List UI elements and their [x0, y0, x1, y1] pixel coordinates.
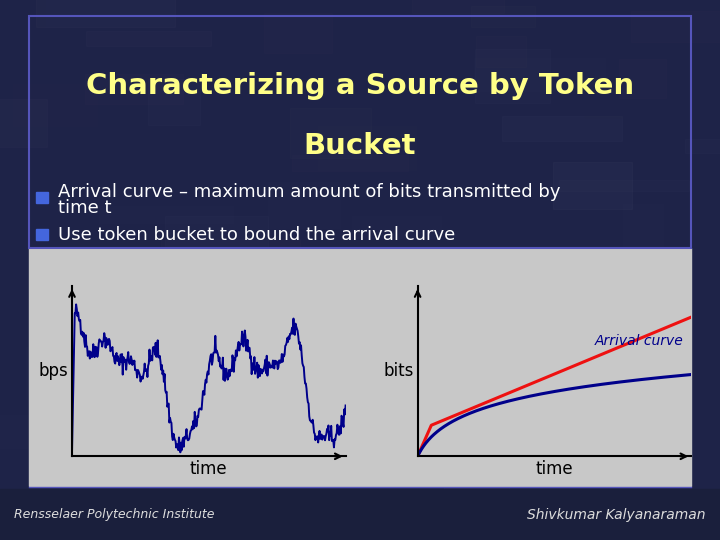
Bar [202, 291, 333, 316]
Bar [84, 74, 184, 104]
Bar [410, 185, 527, 199]
Bar [149, 428, 230, 440]
Bar [36, 192, 48, 202]
Text: Shivkumar Kalyanaraman: Shivkumar Kalyanaraman [527, 508, 706, 522]
X-axis label: time: time [536, 461, 573, 478]
Text: Arrival curve – maximum amount of bits transmitted by: Arrival curve – maximum amount of bits t… [58, 183, 560, 201]
Bar [331, 55, 417, 70]
Bar [503, 219, 549, 234]
Bar [553, 162, 632, 209]
Text: Use token bucket to bound the arrival curve: Use token bucket to bound the arrival cu… [58, 226, 455, 244]
Bar [585, 68, 701, 117]
Bar [177, 441, 294, 476]
Bar [502, 116, 622, 141]
Bar [413, 0, 504, 13]
Bar [182, 86, 223, 97]
Bar [165, 216, 268, 255]
Bar [50, 366, 163, 388]
Bar [235, 96, 296, 120]
Bar [99, 206, 233, 223]
Bar [685, 139, 720, 153]
Bar [580, 351, 654, 386]
Bar [55, 423, 150, 448]
Text: Characterizing a Source by Token: Characterizing a Source by Token [86, 72, 634, 100]
Bar [161, 239, 300, 276]
Bar [472, 6, 535, 27]
Bar [526, 339, 665, 386]
Bar [251, 350, 305, 379]
Bar [0, 99, 47, 147]
Bar [290, 109, 371, 158]
Bar [634, 267, 720, 309]
Bar [352, 216, 441, 238]
Bar [557, 282, 600, 306]
Bar [472, 439, 590, 472]
Bar [213, 312, 282, 330]
Bar [631, 10, 720, 42]
Bar [287, 430, 381, 467]
Bar [607, 361, 675, 396]
Bar [361, 430, 433, 452]
Bar [354, 371, 474, 418]
Bar [264, 13, 332, 53]
Bar [0, 489, 720, 540]
Bar [0, 0, 44, 25]
Bar [149, 446, 192, 493]
Bar [26, 347, 145, 399]
Bar [344, 152, 464, 184]
Bar [420, 399, 526, 449]
Bar [647, 348, 695, 389]
Bar [50, 276, 188, 302]
Bar [444, 449, 508, 492]
Bar [613, 360, 696, 402]
Bar [458, 333, 572, 386]
Bar [0, 415, 58, 448]
Bar [318, 126, 416, 170]
Bar [217, 12, 282, 55]
X-axis label: time: time [190, 461, 228, 478]
Bar [292, 155, 408, 171]
Bar [623, 204, 663, 248]
Bar [311, 91, 427, 106]
Bar [559, 180, 689, 191]
Bar [47, 292, 147, 343]
Bar [271, 342, 415, 356]
Bar [86, 31, 211, 46]
Bar [148, 79, 200, 125]
Text: Rensselaer Polytechnic Institute: Rensselaer Polytechnic Institute [14, 508, 215, 521]
Bar [619, 59, 666, 98]
Bar [338, 251, 449, 271]
Bar [454, 258, 529, 292]
Bar [281, 279, 407, 323]
Bar [326, 3, 379, 41]
Bar [36, 230, 48, 240]
Bar [29, 248, 691, 486]
Bar [171, 350, 271, 366]
Text: time t: time t [58, 199, 111, 218]
Bar [475, 49, 550, 103]
Bar [178, 430, 276, 484]
Bar [437, 420, 512, 465]
Bar [234, 368, 281, 399]
Bar [348, 336, 432, 385]
Bar [49, 325, 182, 342]
Text: Bucket: Bucket [304, 132, 416, 160]
Bar [260, 375, 362, 404]
Bar [546, 349, 654, 376]
Bar [360, 434, 407, 479]
Bar [268, 183, 340, 228]
Bar [13, 84, 96, 126]
Bar [476, 36, 526, 68]
Bar [36, 0, 176, 27]
Y-axis label: bits: bits [383, 362, 413, 380]
Bar [232, 260, 287, 293]
Text: Arrival curve: Arrival curve [594, 334, 683, 348]
Y-axis label: bps: bps [38, 362, 68, 380]
Bar [474, 58, 605, 91]
Bar [297, 319, 382, 369]
Bar [577, 129, 700, 180]
